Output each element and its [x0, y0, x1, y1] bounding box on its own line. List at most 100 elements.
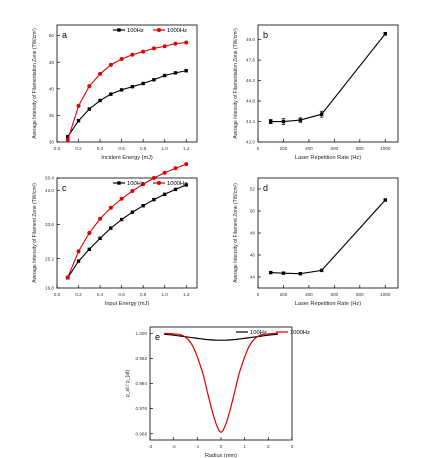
data-point [269, 119, 273, 124]
legend-label: 1000Hz [167, 28, 187, 34]
x-tick-label: 0.6 [118, 292, 125, 297]
x-tick-label: 0.4 [97, 292, 104, 297]
series-line-1000Hz [67, 42, 187, 141]
x-tick-label: 1 [243, 444, 246, 449]
x-tick-label: 600 [331, 146, 339, 151]
x-tick-label: 400 [305, 292, 313, 297]
data-point [383, 198, 387, 202]
panel-d: 0 200 400 600 800 1000 44 46 48 50 52 Laser Repetit… [233, 177, 399, 307]
data-point [298, 272, 303, 276]
x-tick-label: 0 [220, 444, 223, 449]
legend-marker [157, 181, 161, 185]
data-point [184, 40, 189, 45]
series-line-100Hz [67, 184, 187, 279]
axes-frame [257, 24, 399, 143]
axes-frame [56, 177, 198, 289]
y-tick-label: 0.984 [136, 381, 148, 386]
data-point [162, 192, 167, 196]
x-axis-label: Radius (mm) [205, 453, 237, 458]
data-point [109, 226, 113, 230]
x-tick-label: 1.2 [183, 292, 190, 297]
x-tick-label: 0.8 [140, 146, 147, 151]
data-point [119, 88, 124, 92]
data-point [141, 182, 146, 187]
y-tick-label: 44.8 [246, 99, 255, 104]
data-point [76, 259, 81, 263]
axes-frame [149, 326, 293, 441]
y-tick-label: 30 [49, 140, 55, 145]
data-point [151, 46, 156, 51]
data-point [119, 217, 124, 222]
y-tick-label: 25.2 [45, 256, 54, 261]
y-tick-label: 48 [250, 231, 256, 236]
panel-c: 0.0 0.2 0.4 0.6 0.8 1.0 1.2 16.8 25.2 33.6 42.0 50.… [32, 162, 198, 307]
y-tick-label: 16.8 [45, 286, 54, 291]
data-point [76, 249, 81, 254]
data-point [184, 69, 188, 73]
data-point [281, 271, 286, 275]
axes-frame [257, 177, 399, 289]
panel-b: 0 200 400 600 800 1000 42.0 43.4 44.8 46.2 47.6 49.… [233, 24, 399, 161]
y-tick-label: 33.6 [45, 222, 54, 227]
data-point [319, 268, 324, 273]
x-tick-label: -1 [195, 444, 200, 449]
y-tick-label: 0.968 [136, 431, 148, 436]
panel-label: b [263, 30, 268, 40]
data-point [162, 73, 167, 78]
x-tick-label: 200 [280, 292, 288, 297]
data-point [319, 112, 324, 116]
y-axis-label: Average Intensity of Filamentation Zone … [233, 28, 239, 139]
data-point [108, 62, 113, 67]
data-point [119, 57, 124, 62]
y-tick-label: 40 [49, 86, 55, 91]
panel-a: 0.0 0.2 0.4 0.6 0.8 1.0 1.2 30 35 40 45 50 Incident … [32, 24, 198, 161]
series-line-0 [270, 199, 386, 275]
y-tick-label: 44 [250, 275, 256, 280]
data-point [76, 119, 81, 123]
y-tick-label: 50 [250, 209, 256, 214]
x-tick-label: 0 [257, 146, 260, 151]
legend-marker [157, 28, 161, 32]
x-tick-label: 1.0 [161, 292, 168, 297]
x-axis-label: Laser Repetition Rate (Hz) [295, 155, 361, 161]
y-tick-label: 35 [49, 113, 55, 118]
legend-marker [117, 181, 121, 185]
legend-marker [117, 28, 121, 32]
y-axis-label: Average Intensity of Filament Zone (TW/c… [32, 183, 38, 283]
data-point [173, 187, 178, 192]
panel-e: -3 -2 -1 0 1 2 3 0.968 0.976 0.984 0.992 1.000 Radiu… [125, 326, 310, 458]
data-point [87, 247, 92, 251]
data-point [87, 84, 92, 89]
series-line-0 [270, 33, 386, 123]
x-tick-label: 0.0 [54, 146, 61, 151]
x-axis-label: Input Energy (mJ) [105, 301, 150, 307]
y-tick-label: 42.0 [45, 188, 54, 193]
x-tick-label: 0.2 [75, 146, 82, 151]
data-point [130, 52, 135, 57]
data-point [141, 204, 145, 208]
data-point [76, 103, 81, 108]
y-tick-label: 50.4 [45, 176, 54, 181]
y-tick-label: 47.6 [246, 58, 255, 63]
x-tick-label: -2 [172, 444, 177, 449]
series-line-100Hz [164, 333, 278, 341]
legend: 100Hz 1000Hz [113, 181, 187, 187]
y-tick-label: 52 [250, 187, 256, 192]
data-point [298, 118, 303, 122]
y-tick-label: 0.992 [136, 356, 148, 361]
y-tick-label: 42.0 [246, 140, 255, 145]
data-point [141, 81, 145, 86]
legend-label: 100Hz [127, 181, 144, 187]
y-axis-label: Average Intensity of Filamentation Zone … [32, 28, 38, 139]
x-axis-label: Incident Energy (mJ) [101, 155, 153, 161]
x-tick-label: 0 [257, 292, 260, 297]
data-point [130, 84, 135, 89]
x-tick-label: 400 [305, 146, 313, 151]
data-point [281, 119, 286, 124]
data-point [65, 275, 70, 280]
data-point [98, 236, 102, 240]
data-point [108, 205, 113, 210]
data-point [130, 189, 135, 194]
x-tick-label: 2 [267, 444, 270, 449]
